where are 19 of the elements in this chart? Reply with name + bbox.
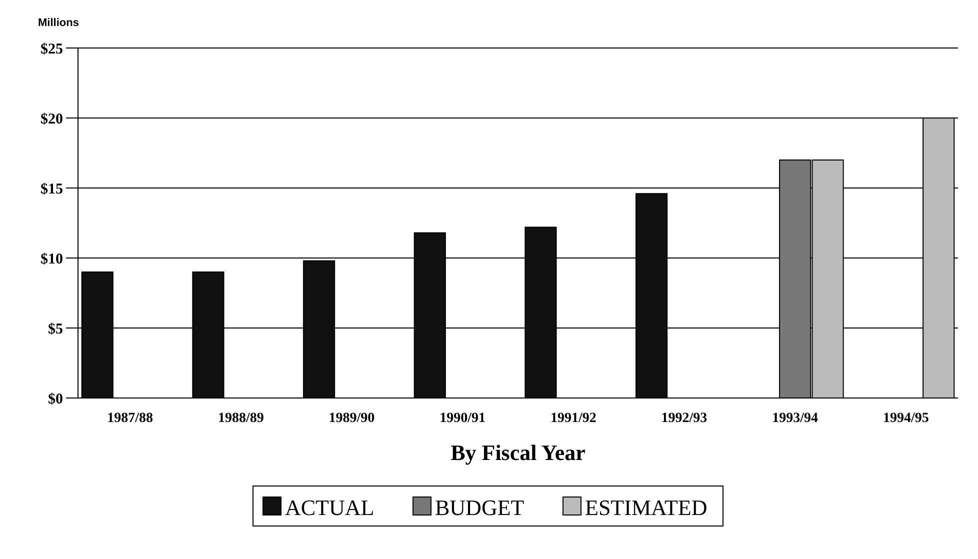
x-tick-label: 1989/90 xyxy=(328,411,375,426)
y-tick-label: $25 xyxy=(40,41,63,58)
y-tick-label: $15 xyxy=(40,181,63,198)
x-tick-label: 1990/91 xyxy=(440,411,486,426)
x-tick-label: 1993/94 xyxy=(772,411,818,426)
x-tick-label: 1994/95 xyxy=(882,411,929,426)
y-tick-label: $20 xyxy=(40,111,63,128)
y-tick-label: $5 xyxy=(48,321,63,338)
legend-label: ESTIMATED xyxy=(585,495,708,520)
y-tick-label: $0 xyxy=(48,391,63,408)
legend-label: BUDGET xyxy=(435,495,525,520)
y-axis-title: Millions xyxy=(38,17,79,29)
y-tick-label: $10 xyxy=(40,251,63,268)
x-tick-label: 1988/89 xyxy=(218,411,264,426)
x-axis-title: By Fiscal Year xyxy=(450,440,586,465)
x-tick-label: 1987/88 xyxy=(107,411,154,426)
x-tick-label: 1992/93 xyxy=(661,411,708,426)
legend-label: ACTUAL xyxy=(285,495,374,520)
x-tick-label: 1991/92 xyxy=(550,411,596,426)
